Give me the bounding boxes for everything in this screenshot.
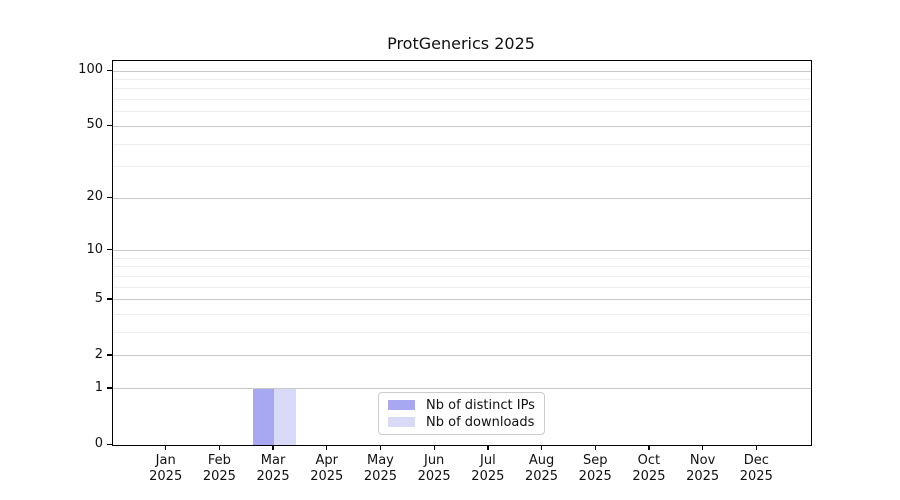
x-tick-year: 2025 xyxy=(686,469,720,484)
y-tick-mark xyxy=(107,196,112,199)
y-tick-label: 0 xyxy=(94,436,103,451)
y-tick-mark xyxy=(107,69,112,71)
x-tick-label-jul: Jul 2025 xyxy=(456,453,520,485)
y-tick-mark xyxy=(107,354,112,356)
plot-area xyxy=(112,60,812,446)
gridline-major xyxy=(113,70,811,72)
x-tick-year: 2025 xyxy=(363,469,397,484)
x-tick-month: Nov xyxy=(689,453,716,468)
gridline-minor xyxy=(113,88,811,90)
y-tick-mark xyxy=(107,387,112,389)
y-tick-label: 50 xyxy=(86,117,103,133)
x-tick-label-dec: Dec 2025 xyxy=(724,453,788,485)
y-tick-mark xyxy=(107,249,112,251)
x-tick-label-oct: Oct 2025 xyxy=(617,453,681,485)
gridline-minor xyxy=(113,266,811,268)
x-tick-label-mar: Mar 2025 xyxy=(241,453,305,485)
x-tick-mark xyxy=(326,445,328,451)
x-tick-month: Sep xyxy=(582,453,608,468)
x-tick-month: Jan xyxy=(155,453,176,468)
x-tick-year: 2025 xyxy=(149,469,183,484)
y-tick-label: 1 xyxy=(94,379,103,395)
x-tick-label-apr: Apr 2025 xyxy=(295,453,359,485)
gridline-major xyxy=(113,299,811,301)
gridline-minor xyxy=(113,111,811,113)
legend-row: Nb of distinct IPs xyxy=(388,397,535,413)
x-tick-month: Mar xyxy=(260,453,286,468)
x-tick-year: 2025 xyxy=(578,469,612,484)
x-tick-month: Feb xyxy=(207,453,231,468)
x-tick-label-aug: Aug 2025 xyxy=(510,453,574,485)
gridline-minor xyxy=(113,275,811,277)
legend-swatch-icon xyxy=(388,417,415,427)
bar-nb-of-downloads-mar xyxy=(274,388,296,445)
x-tick-mark xyxy=(648,445,650,451)
x-tick-label-jun: Jun 2025 xyxy=(402,453,466,485)
gridline-major xyxy=(113,197,811,199)
gridline-minor xyxy=(113,286,811,288)
chart-title: ProtGenerics 2025 xyxy=(387,34,535,53)
x-tick-mark xyxy=(379,445,382,451)
x-tick-label-may: May 2025 xyxy=(348,453,412,485)
y-tick-mark xyxy=(107,443,112,445)
y-tick-label: 10 xyxy=(86,241,103,257)
x-tick-year: 2025 xyxy=(471,469,505,484)
y-tick-mark xyxy=(107,298,112,300)
x-tick-label-sep: Sep 2025 xyxy=(563,453,627,485)
gridline-major xyxy=(113,125,811,127)
gridline-major xyxy=(113,388,811,390)
gridline-minor xyxy=(113,143,811,145)
x-tick-label-feb: Feb 2025 xyxy=(187,453,251,485)
legend-label: Nb of downloads xyxy=(426,414,535,430)
y-tick-label: 100 xyxy=(78,62,103,77)
bar-nb-of-distinct-ips-mar xyxy=(252,388,275,445)
y-tick-label: 5 xyxy=(94,290,103,306)
gridline-minor xyxy=(113,314,811,316)
y-tick-label: 2 xyxy=(94,346,103,362)
legend-row: Nb of downloads xyxy=(388,414,535,430)
legend-swatch-icon xyxy=(388,400,415,410)
x-tick-year: 2025 xyxy=(632,469,666,484)
x-tick-mark xyxy=(702,445,704,451)
gridline-minor xyxy=(113,332,811,334)
x-tick-mark xyxy=(433,445,435,451)
x-tick-month: Jun xyxy=(423,453,445,468)
x-tick-year: 2025 xyxy=(202,469,236,484)
x-tick-mark xyxy=(487,445,489,451)
x-tick-mark xyxy=(272,445,274,451)
y-tick-mark xyxy=(107,124,112,127)
x-tick-month: May xyxy=(367,453,394,468)
x-tick-month: Oct xyxy=(637,453,661,468)
gridline-minor xyxy=(113,78,811,80)
gridline-major xyxy=(113,250,811,252)
gridline-minor xyxy=(113,257,811,259)
x-tick-mark xyxy=(540,445,543,451)
x-tick-label-nov: Nov 2025 xyxy=(671,453,735,485)
x-tick-month: Jul xyxy=(480,453,496,468)
legend-label: Nb of distinct IPs xyxy=(426,397,535,413)
x-tick-label-jan: Jan 2025 xyxy=(134,453,198,485)
legend: Nb of distinct IPs Nb of downloads xyxy=(378,392,545,435)
x-tick-month: Dec xyxy=(743,453,769,468)
x-tick-mark xyxy=(218,445,221,451)
gridline-minor xyxy=(113,99,811,101)
x-tick-year: 2025 xyxy=(524,469,559,484)
x-tick-month: Apr xyxy=(315,453,339,468)
x-tick-mark xyxy=(165,445,167,451)
y-tick-label: 20 xyxy=(86,189,103,205)
x-tick-year: 2025 xyxy=(417,469,451,484)
gridline-major xyxy=(113,355,811,357)
x-tick-year: 2025 xyxy=(310,469,344,484)
x-tick-mark xyxy=(594,445,596,451)
x-tick-mark xyxy=(755,445,757,451)
x-tick-year: 2025 xyxy=(256,469,290,484)
x-tick-month: Aug xyxy=(528,453,555,468)
gridline-minor xyxy=(113,166,811,168)
x-tick-year: 2025 xyxy=(739,469,773,484)
